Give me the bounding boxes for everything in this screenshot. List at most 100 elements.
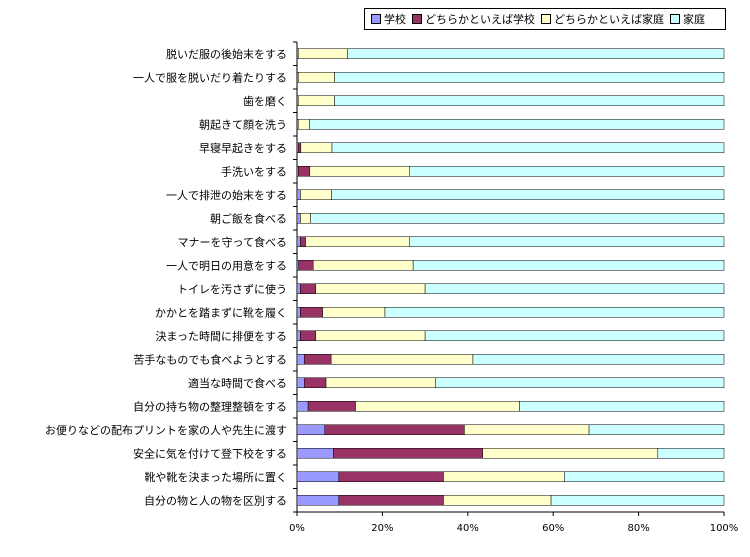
category-label: トイレを汚さずに使う xyxy=(177,283,287,296)
bar-segment-series-0 xyxy=(296,283,301,294)
bar-segment-series-3 xyxy=(347,48,725,59)
bar-segment-series-3 xyxy=(588,424,725,435)
legend-swatch-home xyxy=(670,14,680,24)
bar-segment-series-1 xyxy=(300,330,317,341)
legend-label-school: 学校 xyxy=(384,13,406,26)
category-label: マナーを守って食べる xyxy=(178,235,287,249)
bar-segment-series-0 xyxy=(296,448,334,459)
category-label: 早寝早起きをする xyxy=(199,141,287,155)
bar-segment-series-3 xyxy=(472,354,725,365)
bar-segment-series-1 xyxy=(298,142,302,153)
bar-segment-series-1 xyxy=(324,424,465,435)
bar-segment-series-1 xyxy=(300,236,306,247)
bar-segment-series-2 xyxy=(355,401,520,412)
category-label: 自分の物と人の物を区別する xyxy=(144,493,287,507)
bar-segment-series-3 xyxy=(519,401,725,412)
category-label: 自分の持ち物の整理整頓をする xyxy=(133,399,287,413)
legend-label-rather-home: どちらかといえば家庭 xyxy=(554,13,664,26)
bar-segment-series-2 xyxy=(315,283,426,294)
bar-segment-series-0 xyxy=(296,354,305,365)
legend-item-rather-home: どちらかといえば家庭 xyxy=(541,11,664,27)
category-label: 一人で明日の用意をする xyxy=(166,258,287,272)
category-label: お便りなどの配布プリントを家の人や先生に渡す xyxy=(45,423,287,437)
bar-segment-series-2 xyxy=(309,166,410,177)
bar-segment-series-2 xyxy=(300,142,333,153)
bar-segment-series-1 xyxy=(304,377,327,388)
bar-segment-series-3 xyxy=(550,495,725,506)
category-label: 朝ご飯を食べる xyxy=(210,211,287,225)
bar-segment-series-1 xyxy=(333,448,483,459)
bar-segment-series-1 xyxy=(304,354,332,365)
bar-segment-series-0 xyxy=(296,471,340,482)
x-tick-label: 80% xyxy=(627,523,649,534)
bar-segment-series-3 xyxy=(424,283,725,294)
legend-item-home: 家庭 xyxy=(670,11,705,27)
bar-segment-series-2 xyxy=(312,260,414,271)
bar-segment-series-2 xyxy=(464,424,590,435)
x-tick-label: 100% xyxy=(710,523,739,534)
bar-segment-series-2 xyxy=(298,95,335,106)
bar-segment-series-2 xyxy=(325,377,436,388)
bar-segment-series-2 xyxy=(330,354,474,365)
bar-segment-series-1 xyxy=(300,283,317,294)
category-label: 歯を磨く xyxy=(243,95,287,108)
legend-swatch-rather-school xyxy=(412,14,422,24)
legend-swatch-rather-home xyxy=(541,14,551,24)
bar-segment-series-2 xyxy=(305,236,410,247)
bar-segment-series-0 xyxy=(296,377,305,388)
category-label: 苦手なものでも食べようとする xyxy=(133,352,287,366)
bar-segment-series-1 xyxy=(338,471,444,482)
bar-segment-series-3 xyxy=(331,142,725,153)
bar-segment-series-3 xyxy=(564,471,725,482)
bar-segment-series-3 xyxy=(409,236,725,247)
bar-segment-series-3 xyxy=(334,95,725,106)
bar-segment-series-2 xyxy=(322,307,386,318)
legend-item-school: 学校 xyxy=(371,11,406,27)
x-tick-label: 40% xyxy=(457,523,479,534)
bar-segment-series-0 xyxy=(296,401,309,412)
bar-segment-series-0 xyxy=(296,189,301,200)
category-label: 安全に気を付けて登下校をする xyxy=(133,446,287,460)
category-label: 脱いだ服の後始末をする xyxy=(166,47,287,61)
bar-segment-series-3 xyxy=(657,448,725,459)
bar-segment-series-0 xyxy=(296,307,301,318)
bar-segment-series-2 xyxy=(300,189,332,200)
bar-segment-series-3 xyxy=(412,260,725,271)
bar-segment-series-3 xyxy=(309,119,725,130)
bar-segment-series-3 xyxy=(334,72,725,83)
bar-segment-series-0 xyxy=(296,213,301,224)
legend-label-home: 家庭 xyxy=(683,13,705,26)
x-tick-label: 20% xyxy=(371,523,393,534)
legend-item-rather-school: どちらかといえば学校 xyxy=(412,11,535,27)
bar-segment-series-1 xyxy=(307,401,356,412)
bar-segment-series-1 xyxy=(298,166,311,177)
category-label: かかとを踏まずに靴を履く xyxy=(155,305,287,319)
bar-segment-series-3 xyxy=(310,213,725,224)
bar-segment-series-3 xyxy=(424,330,725,341)
legend-label-rather-school: どちらかといえば学校 xyxy=(425,13,535,26)
x-tick-label: 60% xyxy=(542,523,564,534)
legend-swatch-school xyxy=(371,14,381,24)
category-label: 靴や靴を決まった場所に置く xyxy=(144,470,287,484)
bar-segment-series-0 xyxy=(296,330,301,341)
bar-segment-series-1 xyxy=(300,307,323,318)
bar-segment-series-0 xyxy=(296,260,299,271)
bar-segment-series-3 xyxy=(331,189,725,200)
bar-segment-series-3 xyxy=(409,166,725,177)
bar-segment-series-3 xyxy=(384,307,725,318)
category-label: 決まった時間に排便をする xyxy=(155,329,287,343)
bar-segment-series-2 xyxy=(298,48,348,59)
bar-segment-series-0 xyxy=(296,424,326,435)
bar-segment-series-0 xyxy=(296,495,340,506)
x-tick-label: 0% xyxy=(289,523,305,534)
bar-segment-series-2 xyxy=(443,495,552,506)
bar-segment-series-1 xyxy=(298,260,314,271)
bar-segment-series-2 xyxy=(298,119,310,130)
bar-segment-series-1 xyxy=(338,495,444,506)
category-label: 手洗いをする xyxy=(221,164,287,178)
bar-segment-series-2 xyxy=(298,72,335,83)
category-label: 一人で服を脱いだり着たりする xyxy=(133,70,287,84)
category-label: 適当な時間で食べる xyxy=(188,376,287,390)
bar-segment-series-3 xyxy=(435,377,725,388)
